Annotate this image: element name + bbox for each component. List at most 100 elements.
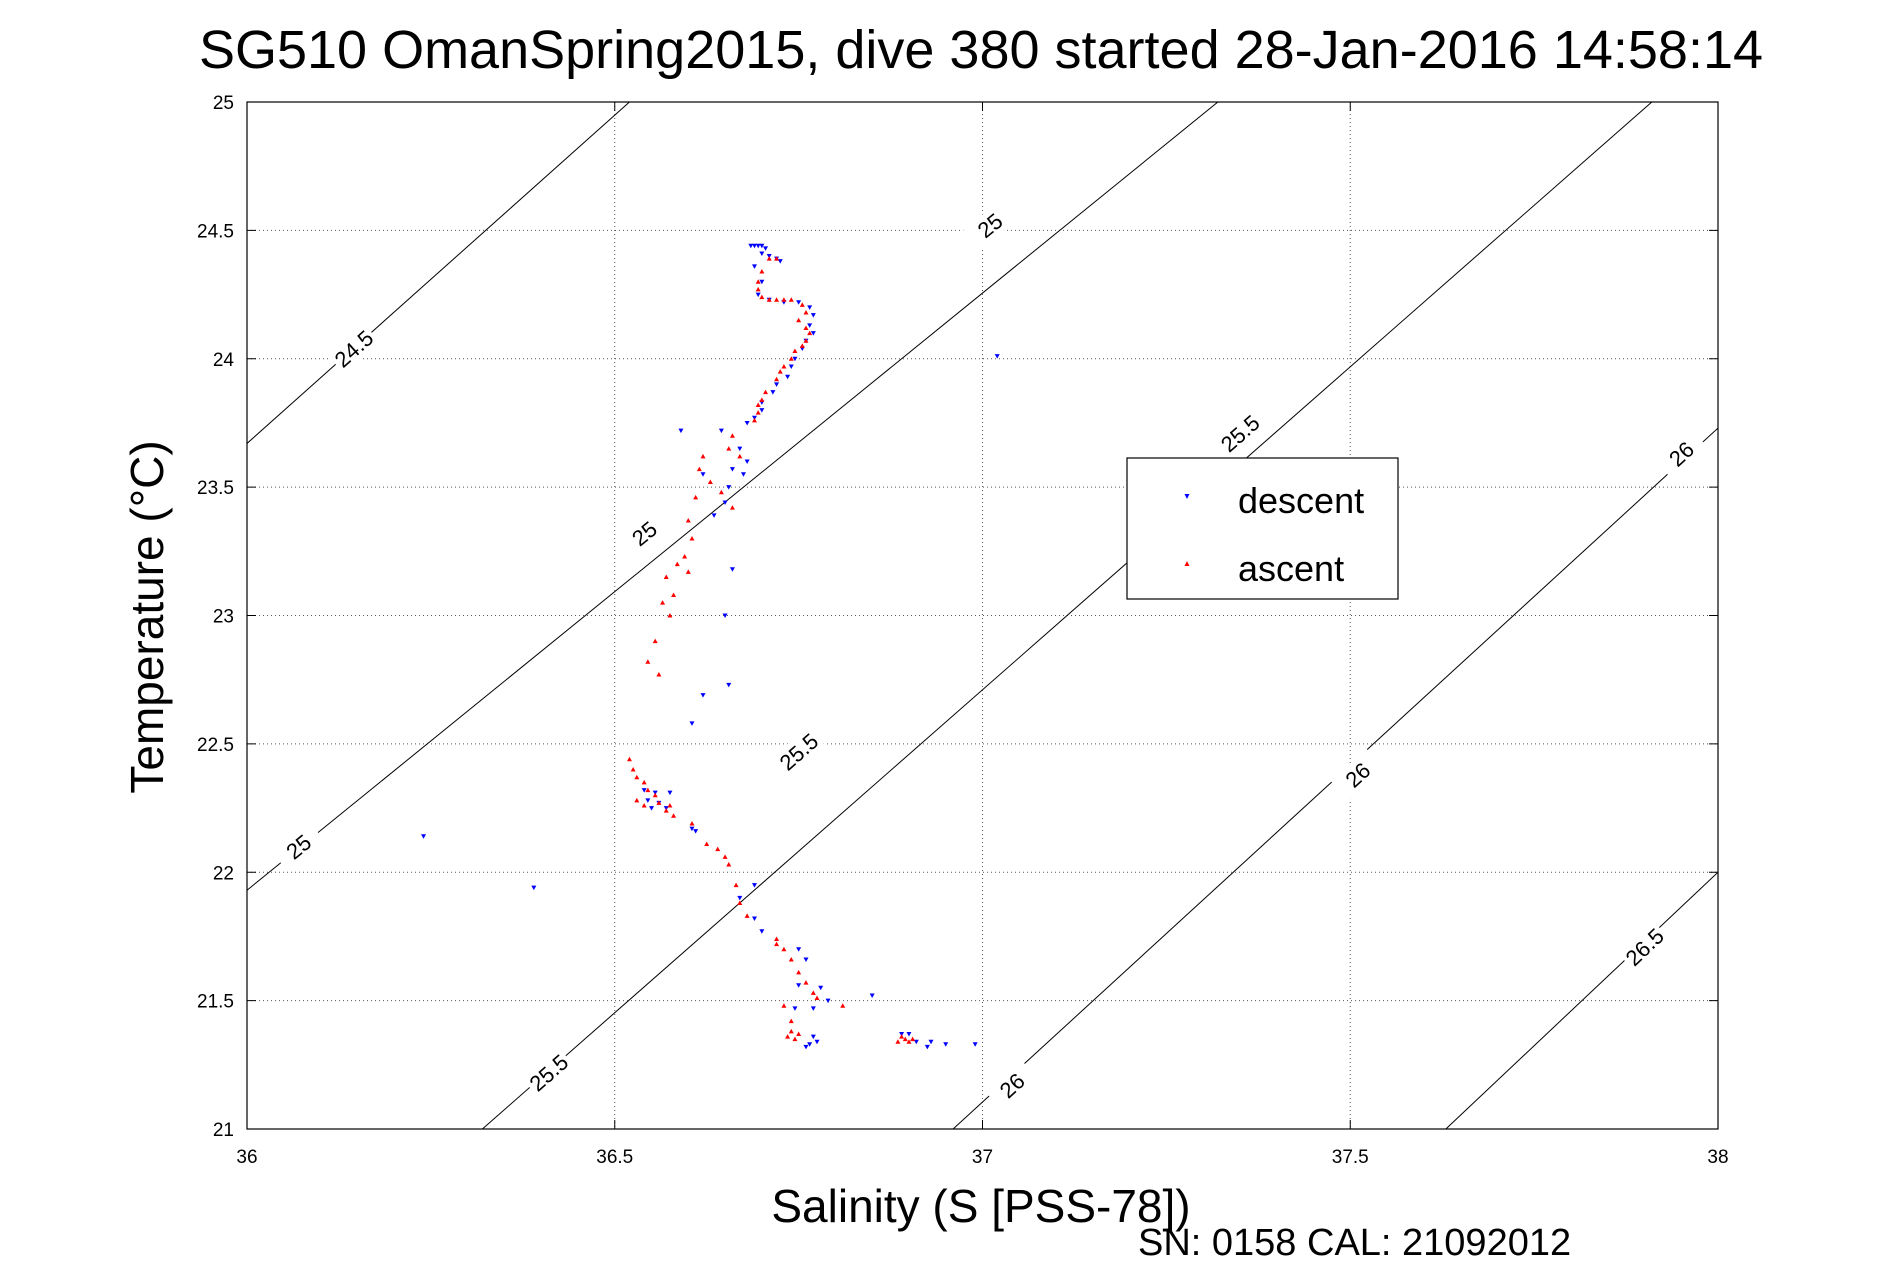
ascent-point	[671, 592, 677, 597]
ascent-point	[788, 356, 794, 361]
descent-point	[751, 243, 757, 249]
ascent-point	[660, 600, 666, 605]
ascent-point	[722, 854, 728, 859]
ascent-point	[807, 330, 813, 336]
ascent-point	[910, 1036, 916, 1042]
descent-point	[785, 374, 791, 380]
y-axis-label: Temperature (°C)	[121, 440, 173, 793]
x-axis-ticks: 36 36.5 37 37.5 38	[236, 102, 1729, 1168]
ascent-point	[763, 389, 769, 395]
ascent-point	[774, 941, 780, 947]
ascent-point	[766, 256, 772, 261]
contour-label-background	[521, 1046, 576, 1099]
ascent-point	[641, 802, 647, 808]
y-tick-label: 22	[213, 863, 234, 884]
descent-point	[943, 1042, 949, 1047]
ascent-point	[902, 1036, 908, 1042]
descent-point	[825, 998, 831, 1004]
ascent-point	[774, 936, 780, 942]
ascent-point	[799, 343, 805, 348]
ascent-point	[766, 297, 772, 302]
ascent-point	[751, 417, 757, 423]
contour-label-background	[327, 322, 381, 375]
descent-point	[759, 243, 765, 249]
ascent-point	[671, 813, 677, 818]
plot-area	[247, 102, 1718, 1129]
descent-point	[729, 567, 735, 572]
descent-point	[906, 1032, 912, 1037]
ascent-point	[899, 1034, 905, 1039]
serial-calibration-text: SN: 0158 CAL: 21092012	[1138, 1222, 1571, 1262]
descent-point	[744, 420, 750, 426]
descent-point	[645, 798, 651, 803]
descent-point	[792, 356, 798, 362]
ascent-point	[652, 638, 658, 644]
descent-point	[759, 408, 765, 413]
descent-point	[751, 264, 757, 269]
ascent-point	[814, 995, 820, 1001]
ascent-point	[781, 363, 787, 369]
ascent-point	[788, 1018, 794, 1024]
y-tick-label: 23	[213, 607, 234, 628]
ascent-point	[682, 553, 688, 559]
ascent-point	[785, 1034, 791, 1039]
y-tick-label: 21.5	[197, 992, 234, 1013]
descent-point	[759, 251, 765, 256]
legend-descent-marker	[1184, 494, 1190, 499]
x-tick-label: 36.5	[596, 1147, 633, 1168]
descent-point	[777, 259, 783, 264]
descent-point	[711, 513, 717, 518]
descent-point	[913, 1039, 919, 1045]
ascent-point	[729, 433, 735, 438]
density-contour-line	[1445, 871, 1718, 1129]
x-tick-label: 36	[236, 1147, 257, 1168]
series-ascent	[626, 256, 916, 1044]
density-contour-line	[482, 102, 1653, 1129]
ascent-point	[792, 348, 798, 354]
ascent-point	[781, 1003, 787, 1008]
y-tick-label: 21	[213, 1120, 234, 1141]
descent-point	[759, 929, 765, 934]
ascent-point	[759, 268, 765, 274]
ascent-point	[645, 659, 651, 664]
descent-point	[726, 485, 732, 490]
contour-label-group: 25.5	[772, 725, 826, 778]
descent-point	[796, 300, 802, 305]
ascent-point	[803, 325, 809, 330]
descent-point	[751, 916, 757, 921]
descent-point	[810, 331, 816, 336]
ascent-point	[663, 574, 669, 579]
descent-point	[803, 1044, 809, 1050]
ascent-point	[744, 913, 750, 918]
data-series	[421, 243, 1000, 1050]
descent-point	[737, 895, 743, 901]
descent-point	[763, 246, 769, 251]
ascent-point	[693, 494, 699, 500]
y-tick-label: 24.5	[197, 221, 234, 242]
ascent-point	[737, 900, 743, 906]
ascent-point	[755, 410, 761, 415]
descent-point	[689, 826, 695, 832]
ascent-point	[667, 613, 673, 618]
descent-point	[810, 313, 816, 318]
ascent-point	[663, 808, 669, 813]
descent-point	[807, 323, 813, 328]
ascent-point	[755, 286, 761, 292]
ascent-point	[634, 774, 640, 780]
ascent-point	[704, 841, 710, 847]
legend-ascent-marker	[1184, 561, 1190, 566]
y-tick-label: 24	[213, 350, 235, 371]
ascent-point	[689, 820, 695, 826]
descent-point	[667, 790, 673, 796]
descent-point	[869, 993, 875, 998]
contour-label-background	[772, 725, 826, 778]
ascent-point	[733, 882, 739, 888]
ascent-point	[777, 369, 783, 374]
ascent-point	[685, 518, 691, 523]
descent-point	[751, 883, 757, 888]
descent-point	[700, 472, 706, 477]
ascent-point	[685, 569, 691, 574]
ascent-point	[630, 767, 636, 772]
contour-label-background	[617, 508, 671, 559]
